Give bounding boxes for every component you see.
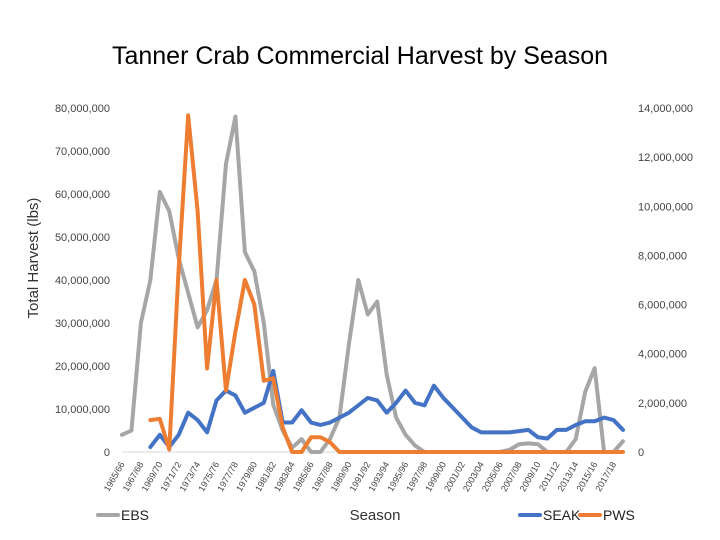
left-tick-label: 50,000,000	[55, 232, 110, 244]
right-tick-label: 12,000,000	[638, 152, 693, 164]
x-axis-ticks: 1965/661967/681969/701971/721973/741975/…	[102, 460, 618, 493]
chart-title: Tanner Crab Commercial Harvest by Season	[111, 42, 609, 70]
right-axis-ticks: 0 2,000,000 4,000,000 6,000,000 8,000,000 10,…	[638, 103, 693, 459]
legend: EBS SEAK PWS	[96, 507, 635, 523]
left-tick-label: 10,000,000	[55, 404, 110, 416]
left-tick-label: 70,000,000	[55, 146, 110, 158]
left-tick-label: 0	[104, 447, 110, 459]
left-tick-label: 80,000,000	[55, 103, 110, 115]
left-tick-label: 60,000,000	[55, 189, 110, 201]
right-tick-label: 0	[638, 447, 644, 459]
right-tick-label: 6,000,000	[638, 300, 687, 312]
legend-label-ebs: EBS	[121, 507, 149, 523]
series-line-pws	[148, 113, 625, 454]
series-line-ebs	[120, 114, 625, 454]
y-axis-title: Total Harvest (lbs)	[25, 198, 42, 319]
left-axis-ticks: 0 10,000,000 20,000,000 30,000,000 40,000,00…	[55, 103, 110, 459]
legend-label-seak: SEAK	[543, 507, 581, 523]
left-tick-label: 20,000,000	[55, 361, 110, 373]
left-tick-label: 30,000,000	[55, 318, 110, 330]
right-tick-label: 10,000,000	[638, 201, 693, 213]
right-tick-label: 2,000,000	[638, 398, 687, 410]
series-layer	[120, 113, 625, 454]
right-tick-label: 4,000,000	[638, 349, 687, 361]
x-axis-title: Season	[350, 507, 401, 524]
legend-label-pws: PWS	[603, 507, 635, 523]
left-tick-label: 40,000,000	[55, 275, 110, 287]
series-line-seak	[148, 368, 625, 450]
right-tick-label: 8,000,000	[638, 250, 687, 262]
right-tick-label: 14,000,000	[638, 103, 693, 115]
